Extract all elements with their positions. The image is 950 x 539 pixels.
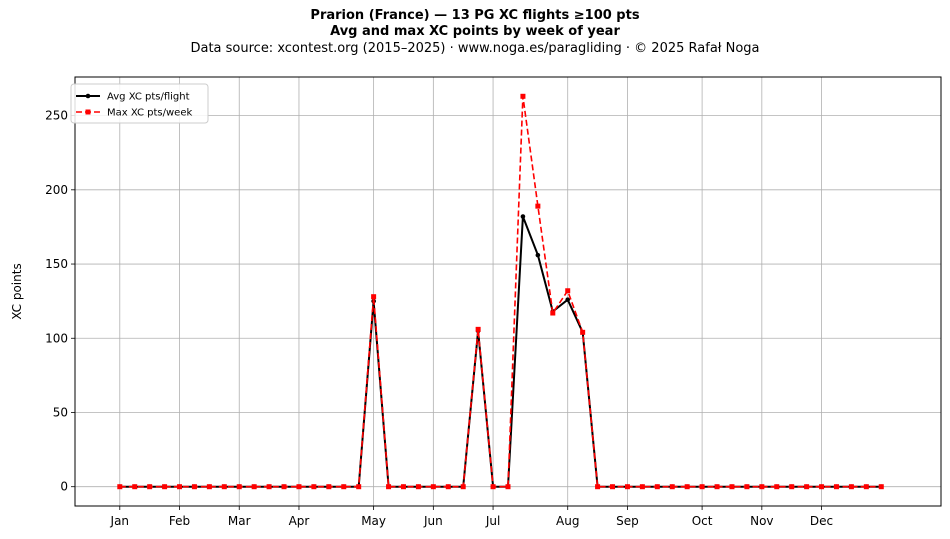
y-tick-label: 200 [45, 183, 68, 197]
plot-frame [74, 76, 942, 507]
series-line [119, 95, 882, 488]
data-point [281, 484, 287, 490]
data-point [535, 252, 541, 258]
grid-lines [75, 77, 941, 506]
data-point [684, 484, 690, 490]
legend-label: Max XC pts/week [107, 108, 192, 119]
data-point [445, 484, 451, 490]
chart-title-block: Prarion (France) — 13 PG XC flights ≥100… [0, 8, 950, 57]
x-tick-label: Jul [485, 514, 500, 528]
legend-marker [85, 93, 91, 99]
chart-title: Prarion (France) — 13 PG XC flights ≥100… [310, 8, 640, 23]
data-point [624, 484, 630, 490]
data-point [565, 288, 571, 294]
axis-ticks: 0 50 100 150 200 250 Jan Feb Mar Apr May Jun Jul Aug S… [45, 109, 833, 528]
data-point [296, 484, 302, 490]
data-point [535, 203, 541, 209]
x-tick-label: Aug [556, 514, 579, 528]
x-tick-label: Jan [110, 514, 130, 528]
data-point [520, 93, 526, 99]
data-point [177, 484, 183, 490]
data-point [341, 484, 347, 490]
x-tick-label: May [361, 514, 386, 528]
data-point [400, 484, 406, 490]
legend-marker [85, 109, 91, 115]
data-point [848, 484, 854, 490]
chart-legend: Avg XC pts/flight Max XC pts/week [70, 83, 209, 124]
x-tick-label: Feb [169, 514, 190, 528]
data-point [266, 484, 272, 490]
x-tick-label: Sep [616, 514, 639, 528]
data-point [595, 484, 601, 490]
y-tick-label: 150 [45, 257, 68, 271]
series-max [117, 93, 884, 490]
data-source-note: Data source: xcontest.org (2015–2025) · … [190, 41, 760, 56]
data-point [415, 484, 421, 490]
data-point [819, 484, 825, 490]
data-point [833, 484, 839, 490]
data-point [804, 484, 810, 490]
plot-series [117, 93, 884, 490]
data-point [580, 329, 586, 335]
x-tick-label: Mar [228, 514, 251, 528]
data-point [251, 484, 257, 490]
y-axis-label: XC points [10, 263, 24, 319]
data-point [475, 326, 481, 332]
data-point [654, 484, 660, 490]
chart-subtitle: Avg and max XC points by week of year [330, 24, 620, 39]
y-tick-label: 50 [53, 405, 68, 419]
data-point [520, 214, 526, 219]
data-point [147, 484, 153, 490]
data-point [221, 484, 227, 490]
data-point [206, 484, 212, 490]
data-point [371, 294, 377, 300]
data-point [117, 484, 123, 490]
data-point [191, 484, 197, 490]
data-point [490, 484, 496, 490]
series-avg [117, 214, 884, 490]
data-point [430, 484, 436, 490]
x-tick-label: Dec [810, 514, 833, 528]
y-tick-label: 100 [45, 331, 68, 345]
legend-box [70, 83, 209, 124]
data-point [565, 297, 571, 302]
data-point [236, 484, 242, 490]
data-point [610, 484, 616, 490]
x-tick-label: Nov [750, 514, 773, 528]
series-line [119, 215, 882, 488]
data-point [356, 484, 362, 490]
data-point [744, 484, 750, 490]
data-point [505, 484, 511, 490]
data-point [863, 484, 869, 490]
data-point [132, 484, 138, 490]
data-point [162, 484, 168, 490]
y-tick-label: 0 [60, 480, 68, 494]
data-point [386, 484, 392, 490]
data-point [550, 310, 556, 316]
data-point [669, 484, 675, 490]
x-tick-label: Oct [692, 514, 713, 528]
x-tick-label: Jun [423, 514, 443, 528]
data-point [639, 484, 645, 490]
data-point [326, 484, 332, 490]
data-point [714, 484, 720, 490]
data-point [789, 484, 795, 490]
y-tick-label: 250 [45, 109, 68, 123]
data-point [729, 484, 735, 490]
data-point [460, 484, 466, 490]
legend-label: Avg XC pts/flight [107, 92, 190, 103]
data-point [311, 484, 317, 490]
data-point [878, 484, 884, 490]
data-point [774, 484, 780, 490]
data-point [699, 484, 705, 490]
data-point [759, 484, 765, 490]
x-tick-label: Apr [289, 514, 310, 528]
